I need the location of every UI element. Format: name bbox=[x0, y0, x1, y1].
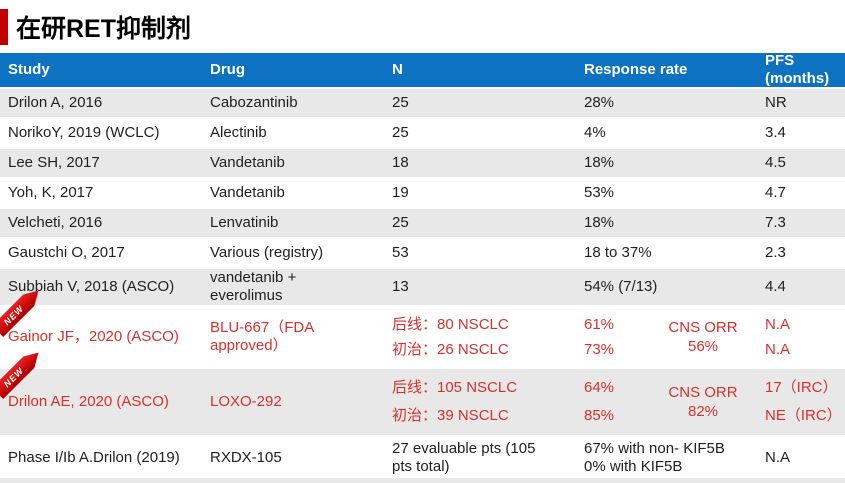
column-header-response-rate: Response rate bbox=[584, 61, 688, 78]
column-header-study: Study bbox=[8, 61, 50, 78]
column-header-n: N bbox=[392, 61, 403, 78]
table-row-subbiah-v-2018: Subbiah V, 2018 (ASCO) vandetanib + ever… bbox=[0, 269, 845, 307]
cell-drug: Alectinib bbox=[210, 124, 267, 141]
cell-pfs: NR bbox=[765, 94, 787, 111]
ret-inhibitors-table: Study Drug N Response rate PFS (months) … bbox=[0, 52, 845, 483]
response-line-naive: 85% bbox=[584, 407, 615, 424]
cell-response-rate: 4% bbox=[584, 124, 606, 141]
column-header-drug: Drug bbox=[210, 61, 245, 78]
cell-study: Gaustchi O, 2017 bbox=[8, 244, 125, 261]
table-header-row: Study Drug N Response rate PFS (months) bbox=[0, 52, 845, 89]
n-line-naive: 初治：39 NSCLC bbox=[392, 407, 509, 424]
cell-response-rate: 54% (7/13) bbox=[584, 278, 658, 295]
cell-n: 53 bbox=[392, 244, 409, 261]
cell-n: 13 bbox=[392, 278, 409, 295]
page-title: 在研RET抑制剂 bbox=[16, 14, 192, 43]
cell-n: 25 bbox=[392, 124, 409, 141]
cell-drug: Vandetanib bbox=[210, 184, 285, 201]
pfs-line-naive: N.A bbox=[765, 340, 791, 358]
response-values: 64% 85% bbox=[574, 369, 614, 435]
cell-drug: vandetanib + everolimus bbox=[210, 269, 297, 304]
cell-study: Lee SH, 2017 bbox=[8, 154, 100, 171]
response-line-naive: 73% bbox=[584, 340, 615, 358]
title-accent-bar bbox=[0, 8, 8, 45]
cell-study: Drilon AE, 2020 (ASCO) bbox=[8, 393, 169, 410]
cell-study: NorikoY, 2019 (WCLC) bbox=[8, 124, 160, 141]
cell-drug: Cabozantinib bbox=[210, 94, 298, 111]
pfs-line-posterior: N.A bbox=[765, 315, 791, 333]
cell-response-rate: 53% bbox=[584, 184, 615, 201]
cell-n: 25 bbox=[392, 94, 409, 111]
cell-pfs: 3.4 bbox=[765, 124, 786, 141]
cell-response-rate: 18 to 37% bbox=[584, 244, 652, 261]
page-title-bar: 在研RET抑制剂 bbox=[0, 0, 845, 53]
cell-pfs: 4.7 bbox=[765, 184, 786, 201]
cell-study: Velcheti, 2016 bbox=[8, 214, 103, 231]
table-row-gainor-jf-2020: NEW Gainor JF，2020 (ASCO) BLU-667（FDA ap… bbox=[0, 307, 845, 369]
cell-response-rate: 67% with non- KIF5B 0% with KIF5B bbox=[584, 439, 725, 475]
cns-orr-note: CNS ORR 82% bbox=[668, 383, 738, 421]
n-line-posterior: 后线：80 NSCLC bbox=[392, 315, 509, 333]
cell-study: Yoh, K, 2017 bbox=[8, 184, 94, 201]
table-row-velcheti-2016: Velcheti, 2016 Lenvatinib 25 18% 7.3 bbox=[0, 209, 845, 239]
cns-orr-note: CNS ORR 56% bbox=[668, 318, 738, 356]
n-line-naive: 初治：26 NSCLC bbox=[392, 340, 509, 358]
pfs-line-naive: NE（IRC） bbox=[765, 407, 842, 424]
cell-drug: LOXO-292 bbox=[210, 393, 282, 410]
table-row-drilon-ae-2020: NEW Drilon AE, 2020 (ASCO) LOXO-292 后线：1… bbox=[0, 369, 845, 437]
response-line-posterior: 64% bbox=[584, 379, 615, 396]
cell-response-rate: 18% bbox=[584, 154, 615, 171]
table-row-lee-sh-2017: Lee SH, 2017 Vandetanib 18 18% 4.5 bbox=[0, 149, 845, 179]
cell-pfs: 7.3 bbox=[765, 214, 786, 231]
cell-study: Subbiah V, 2018 (ASCO) bbox=[8, 278, 175, 295]
cell-response-rate: 28% bbox=[584, 94, 615, 111]
response-values: 61% 73% bbox=[574, 307, 614, 367]
cell-n: 后线：80 NSCLC 初治：26 NSCLC bbox=[382, 307, 574, 367]
cell-pfs: N.A bbox=[765, 448, 791, 466]
column-header-pfs: PFS (months) bbox=[765, 52, 830, 87]
pfs-line-posterior: 17（IRC） bbox=[765, 379, 838, 396]
cell-pfs: 4.5 bbox=[765, 154, 786, 171]
table-row-drilon-a-2016: Drilon A, 2016 Cabozantinib 25 28% NR bbox=[0, 89, 845, 119]
n-line-posterior: 后线：105 NSCLC bbox=[392, 379, 518, 396]
cell-pfs: 2.3 bbox=[765, 244, 786, 261]
cell-study: Drilon A, 2016 bbox=[8, 94, 103, 111]
cell-drug: Lenvatinib bbox=[210, 214, 279, 231]
cell-pfs: 17（IRC） NE（IRC） bbox=[755, 369, 845, 435]
cell-n: 27 evaluable pts (105 pts total) bbox=[392, 439, 536, 475]
cell-pfs: 4.4 bbox=[765, 278, 786, 295]
response-line-posterior: 61% bbox=[584, 315, 615, 333]
cell-study: Gainor JF，2020 (ASCO) bbox=[8, 328, 179, 345]
cell-n: 25 bbox=[392, 214, 409, 231]
cell-response-rate: 61% 73% CNS ORR 56% bbox=[574, 307, 755, 367]
table-row-phase-i-ib-drilon-2019: Phase I/Ib A.Drilon (2019) RXDX-105 27 e… bbox=[0, 437, 845, 483]
table-row-norikoy-2019: NorikoY, 2019 (WCLC) Alectinib 25 4% 3.4 bbox=[0, 119, 845, 149]
cell-response-rate: 64% 85% CNS ORR 82% bbox=[574, 369, 755, 435]
cell-drug: Various (registry) bbox=[210, 244, 324, 261]
cell-drug: Vandetanib bbox=[210, 154, 285, 171]
cell-n: 18 bbox=[392, 154, 409, 171]
cell-response-rate: 18% bbox=[584, 214, 615, 231]
table-row-gaustchi-o-2017: Gaustchi O, 2017 Various (registry) 53 1… bbox=[0, 239, 845, 269]
cell-n: 后线：105 NSCLC 初治：39 NSCLC bbox=[382, 369, 574, 435]
cell-drug: BLU-667（FDA approved） bbox=[210, 319, 315, 354]
cell-study: Phase I/Ib A.Drilon (2019) bbox=[8, 448, 180, 466]
cell-pfs: N.A N.A bbox=[755, 307, 845, 367]
cell-drug: RXDX-105 bbox=[210, 448, 282, 466]
table-row-yoh-k-2017: Yoh, K, 2017 Vandetanib 19 53% 4.7 bbox=[0, 179, 845, 209]
cell-n: 19 bbox=[392, 184, 409, 201]
